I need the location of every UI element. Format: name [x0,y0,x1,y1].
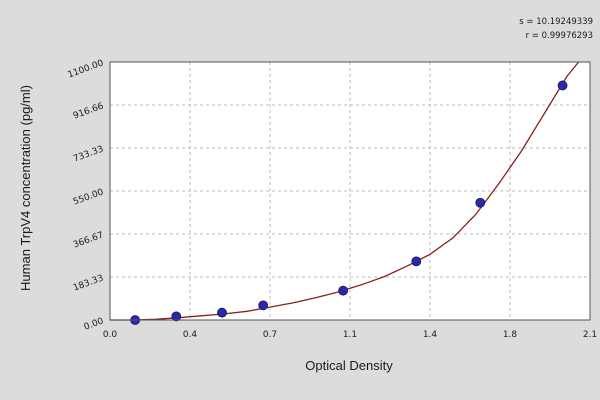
x-tick-label: 0.7 [263,330,277,340]
data-point [557,80,568,91]
grid-lines [110,62,590,320]
data-point [258,300,269,311]
data-point [411,256,422,267]
y-tick-label: 183.33 [72,273,105,293]
plot-border [109,61,591,321]
x-tick-label: 1.4 [423,330,438,340]
y-tick-label: 916.66 [72,101,105,121]
data-point [171,311,182,322]
data-point [217,307,227,318]
data-points [130,80,568,325]
y-tick-label: 1100.00 [67,58,106,80]
fit-curve [110,61,580,321]
data-point [338,285,349,296]
y-tick-label: 366.67 [72,230,105,250]
x-tick-label: 0.4 [183,330,198,340]
data-point [475,197,486,208]
x-tick-label: 2.1 [583,330,597,340]
stats-s: s = 10.19249339 [519,17,593,27]
x-axis-label: Optical Density [305,358,393,373]
y-tick-label: 550.00 [72,187,105,207]
x-tick-label: 0.0 [103,330,118,340]
y-axis-label: Human TrpV4 concentration (pg/ml) [18,85,33,291]
y-tick-label: 733.33 [72,144,105,164]
x-tick-label: 1.8 [503,330,518,340]
x-tick-label: 1.1 [343,330,357,340]
stats-r: r = 0.99976293 [526,31,593,41]
